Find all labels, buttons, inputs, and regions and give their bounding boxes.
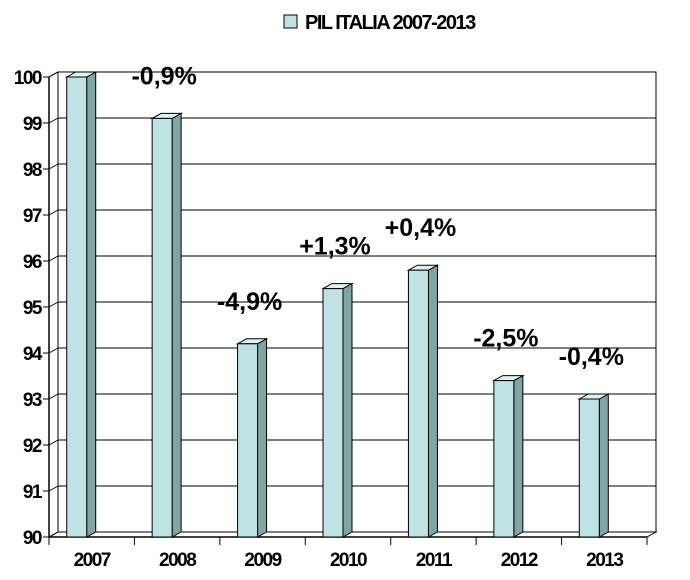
gridline-side [48,117,59,124]
bar-2010 [321,282,354,538]
bar-front [578,398,600,538]
bar-front [237,343,259,538]
gridline-side [48,209,59,216]
bar-2007 [64,71,98,538]
y-tick-label: 94 [23,344,43,365]
y-tick-label: 97 [23,206,42,227]
x-axis-tick-labels: 2007 2008 2009 2010 2011 2012 2013 [74,550,625,571]
x-tick-label: 2011 [416,550,453,571]
gridline-side [48,347,59,354]
x-tick-label: 2010 [330,550,367,571]
bar-side [427,264,438,538]
x-tick-label: 2009 [244,550,281,571]
data-label: +0,4% [385,214,457,242]
gridline-side [48,439,59,446]
bars [64,71,611,538]
gridline-side [48,393,59,400]
data-labels: -0,9% -4,9% +1,3% +0,4% -2,5% -0,4% [131,62,623,371]
bar-front [407,269,429,538]
y-tick-label: 100 [14,68,42,89]
x-tick-label: 2012 [501,550,538,571]
axes [43,76,648,545]
bar-side [171,112,182,538]
bar-side [86,71,97,538]
data-label: -0,4% [559,343,624,371]
gridline-side [48,255,59,262]
y-tick-label: 91 [23,482,43,503]
gridline-side [48,531,59,538]
bar-2009 [235,337,269,538]
y-tick-label: 96 [23,252,42,273]
data-label: -2,5% [473,325,538,353]
bar-front [322,288,344,538]
y-tick-label: 93 [23,390,42,411]
bar-2012 [491,374,525,538]
gridline-side [48,485,59,492]
x-tick-label: 2007 [74,550,111,571]
bar-side [342,282,353,538]
bar-side [257,337,268,538]
data-label: -4,9% [217,288,282,316]
legend: PIL ITALIA 2007-2013 [283,12,478,34]
bar-front [493,380,515,538]
y-tick-label: 90 [23,528,42,549]
legend-label: PIL ITALIA 2007-2013 [305,12,476,34]
gridline-side [48,163,59,170]
bar-2011 [406,264,440,538]
bar-side [513,374,524,538]
x-tick-label: 2008 [159,550,196,571]
y-tick-label: 99 [23,114,42,135]
y-tick-label: 92 [23,436,42,457]
y-tick-label: 95 [23,298,43,319]
bar-front [66,76,88,538]
y-axis-tick-labels: 90 91 92 93 94 95 96 97 98 99 100 [14,68,45,549]
legend-swatch [283,14,298,29]
data-label: -0,9% [131,62,196,90]
y-tick-label: 98 [23,160,42,181]
bar-front [151,117,173,538]
data-label: +1,3% [299,233,371,261]
x-tick-label: 2013 [586,550,623,571]
gridline-side [48,71,59,78]
bar-side [598,393,609,538]
gridline-side [48,301,59,308]
bar-2008 [150,112,184,538]
bar-2013 [577,393,611,538]
